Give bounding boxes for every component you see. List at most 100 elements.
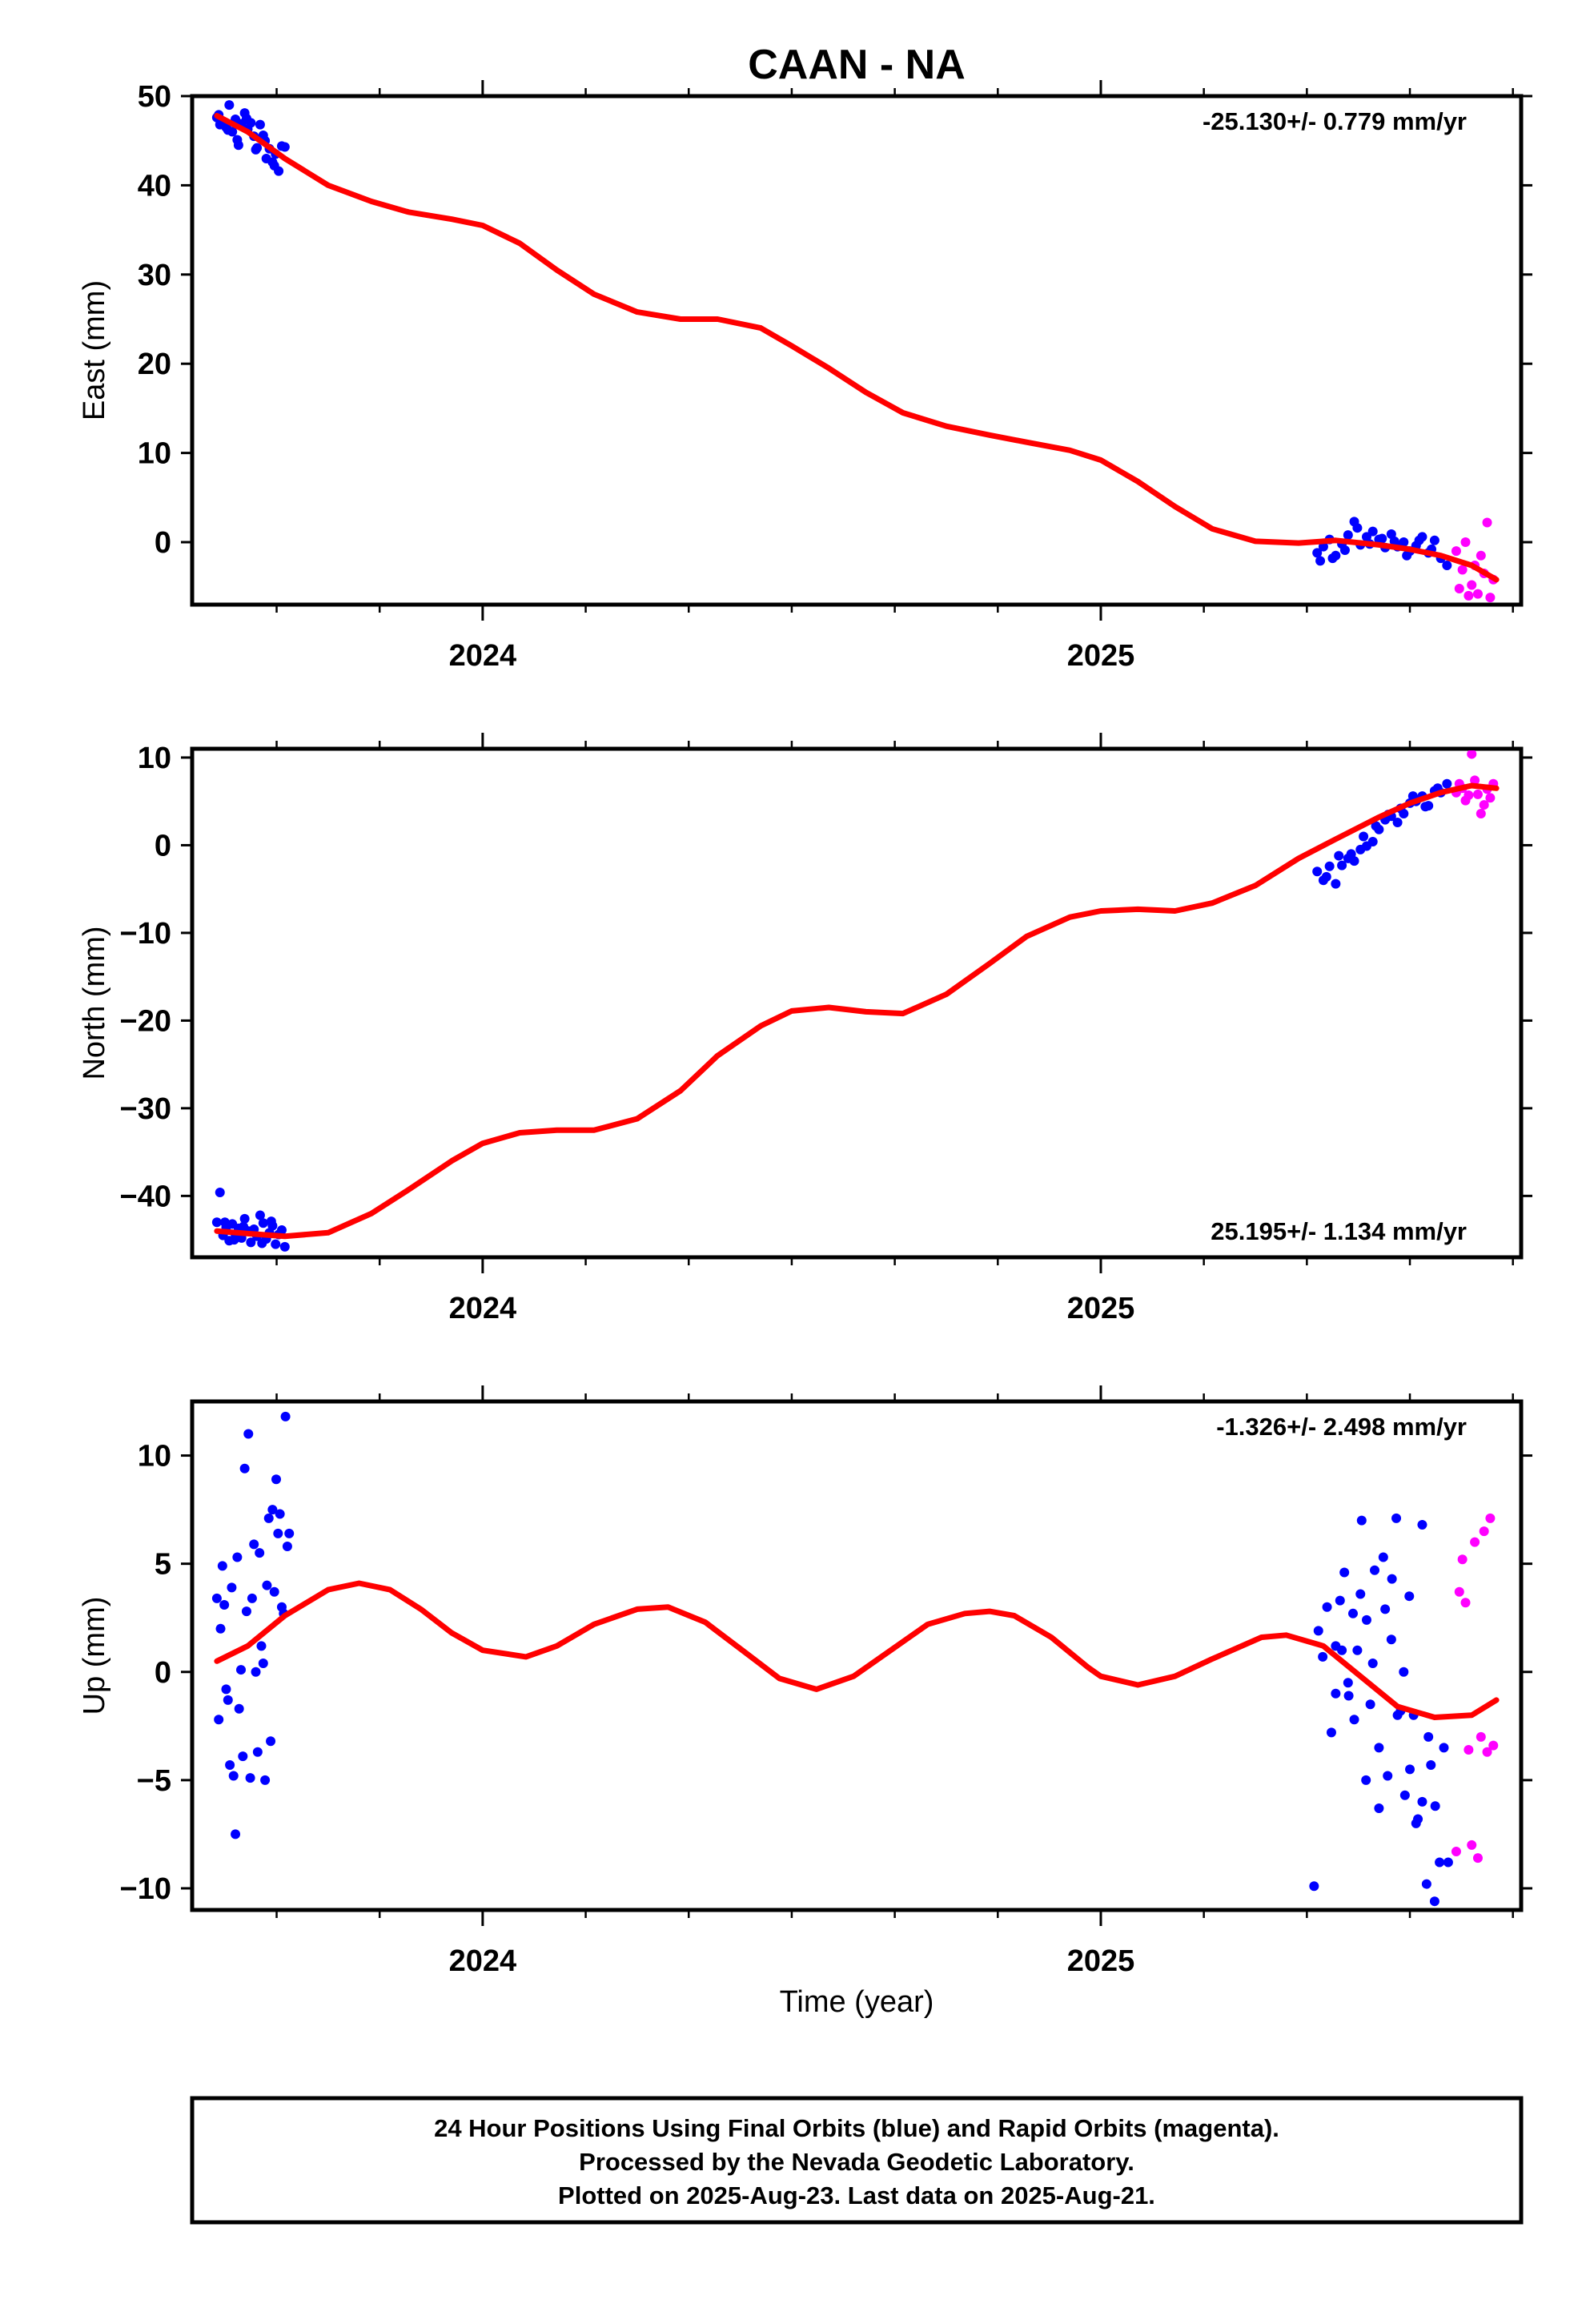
east-final-point: [251, 144, 261, 155]
up-final-point: [269, 1586, 279, 1597]
north-final-point: [276, 1225, 287, 1236]
north-xtick-label: 2025: [1067, 1292, 1135, 1325]
up-final-point: [211, 1593, 222, 1603]
east-rapid-point: [1460, 537, 1471, 548]
east-final-point: [232, 135, 243, 145]
up-rapid-point: [1467, 1839, 1477, 1850]
north-final-point: [1420, 802, 1431, 812]
east-final-point: [223, 125, 233, 135]
up-plot-area: [211, 1411, 1500, 1907]
up-final-point: [1399, 1790, 1410, 1800]
up-rapid-point: [1460, 1598, 1471, 1608]
east-rapid-point: [1467, 580, 1477, 590]
up-xtick-label: 2024: [449, 1944, 517, 1978]
up-final-point: [232, 1552, 243, 1562]
east-final-point: [1414, 535, 1424, 545]
north-final-point: [239, 1213, 250, 1224]
east-final-point: [1377, 533, 1387, 544]
east-final-point: [1389, 536, 1399, 546]
up-final-point: [1356, 1515, 1367, 1526]
up-final-point: [227, 1582, 237, 1593]
up-final-point: [215, 1623, 226, 1634]
north-ytick-label: −10: [120, 917, 171, 951]
up-frame: [190, 1399, 1524, 1912]
north-final-point: [271, 1239, 281, 1249]
up-rate-label: -1.326+/- 2.498 mm/yr: [1216, 1413, 1467, 1441]
up-rapid-point: [1476, 1731, 1486, 1742]
east-final-point: [279, 142, 290, 152]
up-final-point: [1383, 1771, 1393, 1781]
north-final-point: [257, 1238, 267, 1248]
up-final-point: [1430, 1801, 1440, 1811]
up-final-point: [1429, 1896, 1439, 1907]
up-final-point: [262, 1580, 272, 1590]
up-final-point: [1386, 1634, 1396, 1645]
north-ytick-label: −30: [120, 1092, 171, 1126]
up-final-point: [267, 1505, 278, 1515]
footer-line-2: Processed by the Nevada Geodetic Laborat…: [579, 2148, 1134, 2176]
east-final-point: [1312, 548, 1323, 558]
east-model-curve: [214, 113, 1500, 583]
up-final-point: [1374, 1743, 1384, 1753]
up-final-point: [1411, 1818, 1421, 1828]
up-final-point: [1426, 1759, 1436, 1770]
north-y-axis-label: North (mm): [78, 926, 111, 1080]
north-rapid-point: [1479, 800, 1489, 810]
up-ytick-label: 10: [138, 1440, 171, 1474]
north-final-point: [266, 1216, 276, 1227]
up-rapid-point: [1464, 1745, 1474, 1755]
east-ytick-label: 0: [155, 526, 171, 560]
up-final-point: [1361, 1614, 1371, 1625]
north-rapid-point: [1476, 809, 1486, 819]
north-plot-area: [211, 750, 1500, 1252]
up-final-point: [1387, 1574, 1397, 1584]
up-final-point: [223, 1695, 233, 1705]
up-final-point: [1313, 1626, 1323, 1636]
up-final-point: [1331, 1688, 1341, 1699]
north-final-point: [215, 1187, 225, 1197]
up-final-point: [282, 1542, 292, 1552]
up-final-point: [1318, 1651, 1328, 1662]
up-final-point: [1347, 1608, 1358, 1618]
north-final-point: [1392, 817, 1403, 827]
up-rapid-point: [1454, 1586, 1464, 1597]
east-final-point: [255, 119, 265, 130]
up-final-point: [1337, 1645, 1347, 1655]
east-xtick-label: 2024: [449, 639, 517, 673]
up-final-point: [273, 1528, 283, 1538]
up-final-point: [1322, 1602, 1332, 1612]
up-final-point: [284, 1528, 295, 1538]
north-final-point: [1371, 821, 1381, 831]
east-ytick-label: 50: [138, 80, 171, 114]
up-final-point: [1339, 1567, 1350, 1578]
east-final-point: [224, 100, 235, 111]
north-final-point: [258, 1218, 268, 1228]
up-final-point: [271, 1474, 282, 1485]
up-ytick-label: 0: [155, 1656, 171, 1690]
up-final-point: [1421, 1879, 1431, 1889]
up-model-curve: [214, 1580, 1500, 1720]
north-final-point: [1331, 879, 1341, 889]
east-panel: 0 10 20 30 40 50 2024 2025 East (mm) -25.130+/- 0…: [78, 80, 1532, 673]
up-final-point: [256, 1641, 267, 1651]
up-final-point: [214, 1715, 224, 1725]
up-final-point: [225, 1759, 235, 1770]
up-rapid-point: [1488, 1740, 1499, 1751]
north-final-point: [1321, 871, 1331, 882]
north-rapid-point: [1470, 775, 1480, 786]
up-xtick-label: 2025: [1067, 1944, 1135, 1978]
north-final-point: [1312, 866, 1323, 877]
east-ytick-label: 30: [138, 259, 171, 292]
north-final-point: [211, 1217, 222, 1228]
up-final-point: [1439, 1743, 1449, 1753]
east-final-point: [1399, 537, 1409, 548]
east-ytick-label: 10: [138, 437, 171, 471]
up-final-point: [280, 1411, 291, 1421]
east-final-point: [1343, 530, 1353, 541]
east-rapid-point: [1482, 517, 1492, 528]
up-panel: −10 −5 0 5 10 2024 2025 Up (mm) -1.326+/- 2.498 …: [78, 1385, 1532, 1978]
up-final-point: [255, 1548, 265, 1558]
north-final-point: [1346, 849, 1356, 859]
up-final-point: [1435, 1857, 1445, 1868]
east-rapid-point: [1476, 550, 1486, 561]
